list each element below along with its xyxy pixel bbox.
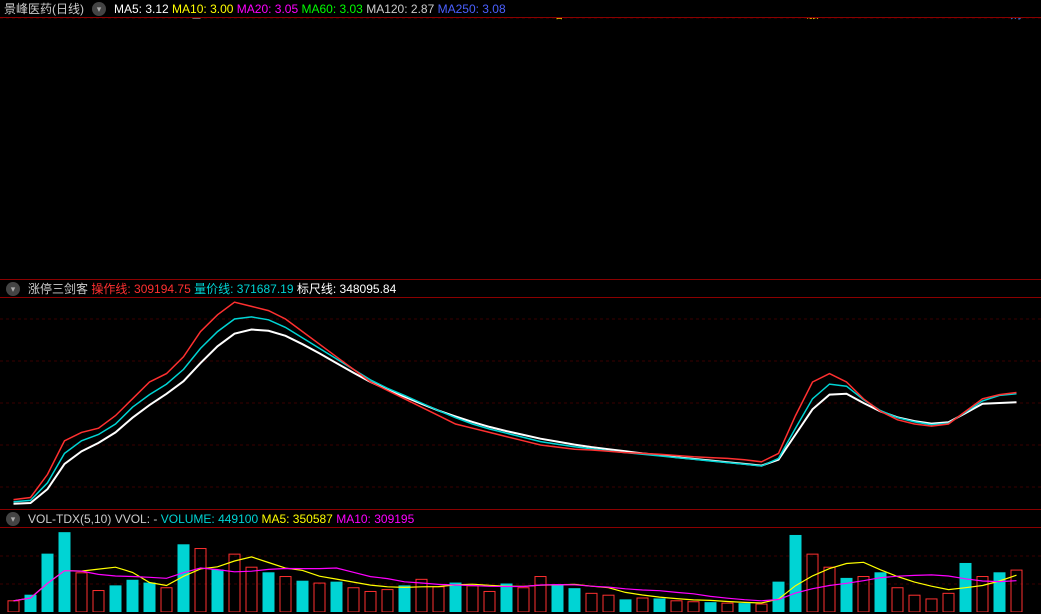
main-legend: MA5: 3.12 MA10: 3.00 MA20: 3.05 MA60: 3.… [114, 0, 506, 18]
chevron-down-icon[interactable]: ▾ [92, 2, 106, 16]
svg-text:财: 财 [1010, 18, 1022, 21]
chevron-down-icon[interactable]: ▾ [6, 282, 20, 296]
svg-text:←2.50: ←2.50 [36, 18, 68, 21]
volume-header: ▾ VOL-TDX(5,10) VVOL: - VOLUME: 449100 M… [0, 510, 1041, 528]
volume-panel[interactable]: ▾ VOL-TDX(5,10) VVOL: - VOLUME: 449100 M… [0, 510, 1041, 614]
volume-chart[interactable] [0, 528, 1041, 612]
stock-title: 景峰医药(日线) [4, 0, 84, 18]
indicator-panel[interactable]: ▾ 涨停三剑客 操作线: 309194.75 量价线: 371687.19 标尺… [0, 280, 1041, 510]
main-header: 景峰医药(日线) ▾ MA5: 3.12 MA10: 3.00 MA20: 3.… [0, 0, 1041, 18]
svg-text:涨: 涨 [806, 18, 818, 21]
main-chart-panel[interactable]: 景峰医药(日线) ▾ MA5: 3.12 MA10: 3.00 MA20: 3.… [0, 0, 1041, 280]
indicator-header: ▾ 涨停三剑客 操作线: 309194.75 量价线: 371687.19 标尺… [0, 280, 1041, 298]
volume-legend: VOL-TDX(5,10) VVOL: - VOLUME: 449100 MA5… [28, 510, 414, 528]
indicator-legend: 涨停三剑客 操作线: 309194.75 量价线: 371687.19 标尺线:… [28, 280, 396, 298]
candlestick-chart[interactable]: 3.52←2.50增涨财 [0, 18, 1041, 278]
indicator-chart[interactable] [0, 298, 1041, 508]
chevron-down-icon[interactable]: ▾ [6, 512, 20, 526]
svg-text:增: 增 [551, 18, 563, 21]
